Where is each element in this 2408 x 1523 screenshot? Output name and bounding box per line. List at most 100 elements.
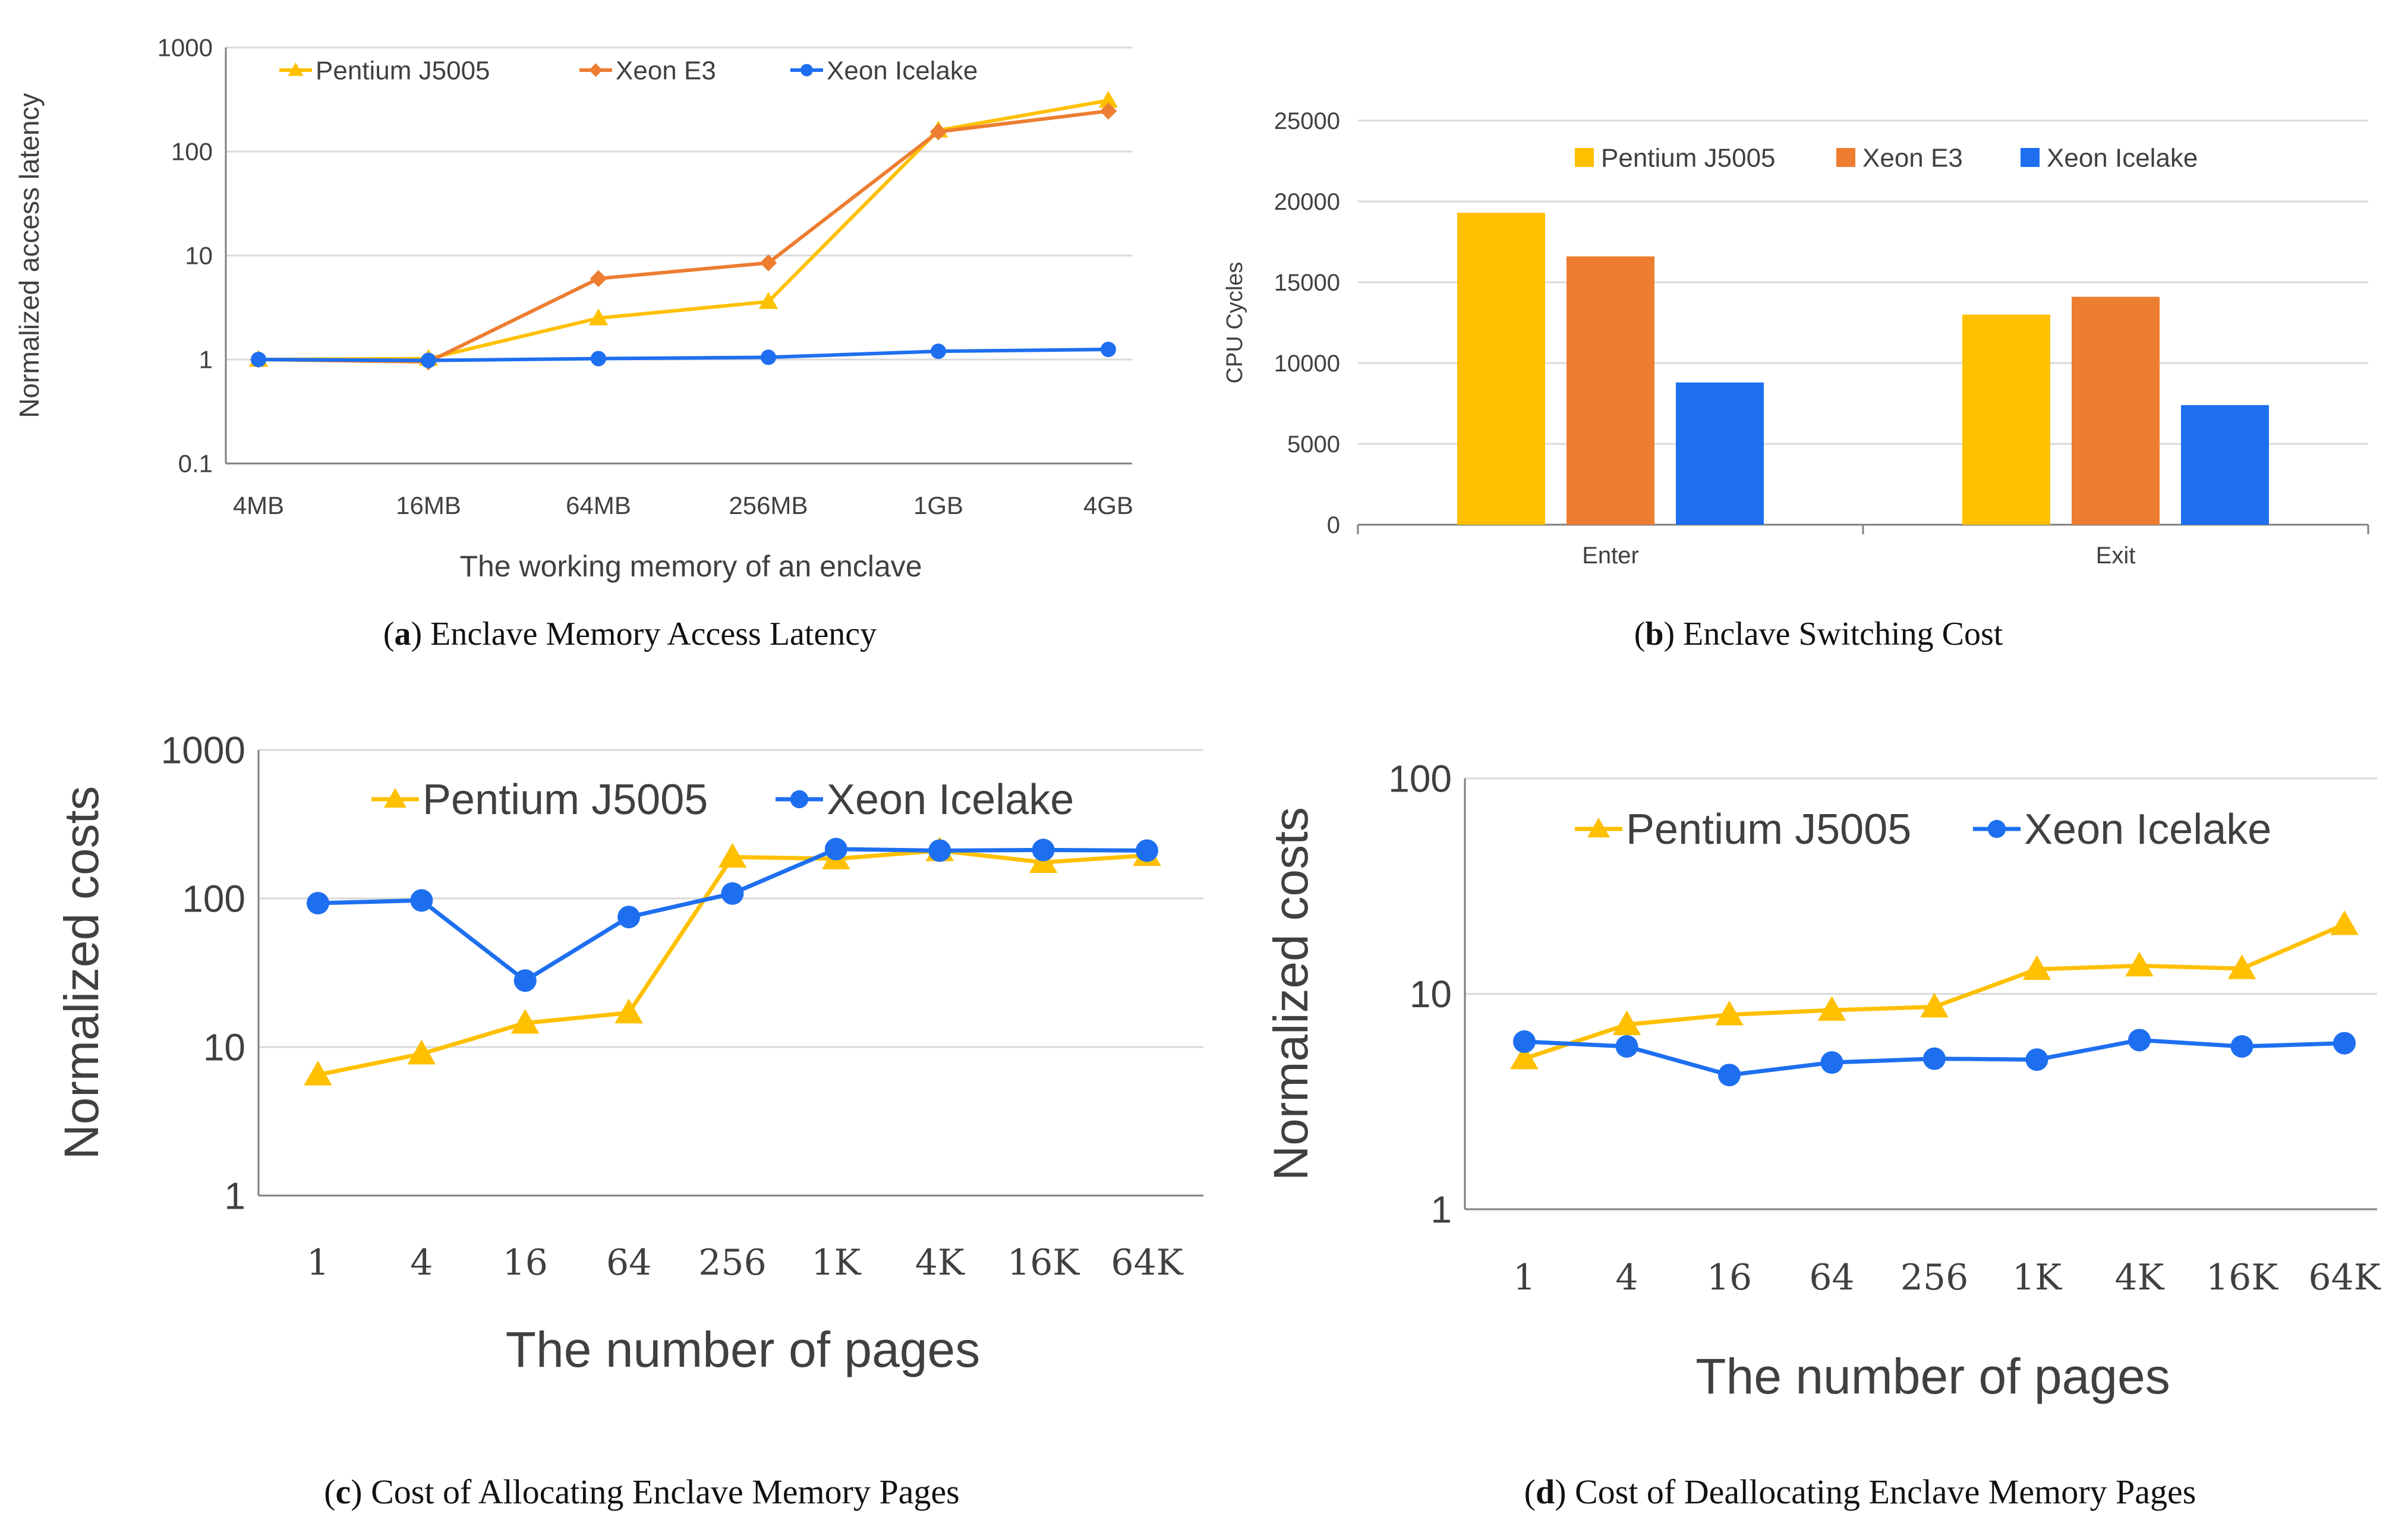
y-tick-label: 10000 — [1274, 351, 1340, 377]
legend-marker — [384, 788, 406, 808]
legend-label: Pentium J5005 — [316, 56, 490, 85]
data-point — [2227, 954, 2256, 979]
legend-label: Pentium J5005 — [1626, 806, 1911, 853]
y-tick-label: 1000 — [157, 34, 213, 62]
y-tick-label: 1 — [1430, 1188, 1452, 1231]
legend-label: Xeon E3 — [1862, 143, 1963, 172]
y-axis-title: CPU Cycles — [1222, 262, 1247, 384]
data-point — [511, 1008, 540, 1034]
y-tick-label: 1 — [224, 1174, 245, 1217]
legend-swatch — [1575, 148, 1594, 167]
bar — [1457, 213, 1545, 525]
data-point — [1820, 1051, 1843, 1074]
data-point — [2125, 951, 2154, 977]
data-point — [1718, 1064, 1741, 1087]
data-point — [614, 998, 643, 1024]
legend-marker — [790, 790, 809, 809]
x-tick-label: 16K — [1007, 1242, 1080, 1284]
y-tick-label: 100 — [182, 877, 245, 920]
panel-caption: (a) Enclave Memory Access Latency — [383, 616, 877, 652]
legend-swatch — [1836, 148, 1855, 167]
x-tick-label: 64 — [1809, 1257, 1854, 1298]
data-point — [590, 270, 607, 288]
legend-swatch — [2021, 148, 2040, 167]
series-line — [1523, 922, 2346, 1061]
x-tick-label: 16 — [1707, 1257, 1752, 1298]
x-tick-label: 4K — [915, 1242, 965, 1284]
y-tick-label: 20000 — [1274, 189, 1340, 215]
data-point — [928, 839, 951, 862]
data-point — [1136, 839, 1158, 862]
series-line — [317, 847, 1148, 983]
data-point — [304, 1061, 332, 1086]
x-tick-label: 4 — [1615, 1257, 1638, 1298]
y-tick-label: 0 — [1327, 512, 1340, 538]
data-point — [410, 889, 433, 912]
x-tick-label: 256 — [1900, 1257, 1969, 1298]
panel-caption: (d) Cost of Deallocating Enclave Memory … — [1524, 1472, 2196, 1511]
x-tick-label: 1GB — [913, 491, 963, 519]
y-tick-label: 5000 — [1287, 431, 1340, 458]
data-point — [2022, 955, 2051, 980]
legend-label: Xeon Icelake — [2024, 806, 2271, 853]
series-line — [258, 109, 1109, 364]
y-tick-label: 10 — [203, 1026, 245, 1068]
bar — [1962, 314, 2050, 525]
y-tick-label: 0.1 — [178, 450, 213, 478]
data-point — [929, 123, 947, 140]
y-tick-label: 100 — [1388, 757, 1452, 800]
bar — [2072, 297, 2160, 525]
data-point — [407, 1039, 436, 1065]
legend-label: Xeon Icelake — [2047, 143, 2198, 172]
series-line — [258, 348, 1109, 362]
legend-marker — [589, 63, 603, 77]
y-tick-label: 100 — [171, 138, 213, 166]
y-tick-label: 25000 — [1274, 108, 1340, 134]
legend-label: Xeon Icelake — [827, 56, 978, 85]
panel-b-switching-cost-chart: 0 5000 10000 15000 20000 25000 Enter Exit CPU Cy… — [1222, 108, 2369, 652]
data-point — [1099, 102, 1117, 120]
x-tick-label: 4 — [410, 1242, 433, 1284]
panel-caption: (c) Cost of Allocating Enclave Memory Pa… — [324, 1472, 960, 1511]
legend-label: Pentium J5005 — [1601, 143, 1776, 172]
legend-marker — [1587, 818, 1610, 838]
data-point — [1923, 1047, 1946, 1070]
x-tick-label: 64K — [2308, 1257, 2381, 1298]
data-point — [513, 969, 537, 992]
data-point — [2025, 1048, 2048, 1071]
data-point — [1920, 992, 1949, 1018]
bar — [1567, 256, 1654, 525]
data-point — [1817, 996, 1846, 1021]
x-axis-title: The number of pages — [1695, 1348, 2170, 1404]
data-point — [2230, 1035, 2253, 1058]
x-tick-label: 64K — [1111, 1242, 1183, 1284]
x-tick-label: 1K — [811, 1242, 861, 1284]
y-tick-label: 10 — [185, 242, 213, 270]
x-tick-label: 4GB — [1083, 491, 1133, 519]
x-tick-label: 16MB — [396, 491, 461, 519]
x-tick-label: 16K — [2206, 1257, 2278, 1298]
data-point — [1615, 1035, 1638, 1058]
y-tick-label: 10 — [1410, 973, 1452, 1016]
panel-c-allocating-cost-chart: 1 10 100 1000 1 4 16 64 256 1K 4K 16K 64K The number … — [55, 729, 1203, 1511]
x-axis-title: The working memory of an enclave — [459, 550, 922, 583]
y-tick-label: 15000 — [1274, 270, 1340, 296]
legend-label: Pentium J5005 — [423, 776, 708, 824]
x-tick-label: 64MB — [566, 491, 631, 519]
data-point — [588, 308, 609, 326]
x-axis-title: The number of pages — [506, 1322, 981, 1377]
y-axis-title: Normalized access latency — [14, 93, 45, 418]
data-point — [2333, 1032, 2356, 1055]
data-point — [718, 843, 747, 868]
data-point — [1032, 838, 1055, 862]
legend-label: Xeon Icelake — [827, 776, 1074, 824]
data-point — [931, 343, 946, 360]
y-tick-label: 1000 — [161, 729, 245, 771]
data-point — [759, 254, 777, 272]
data-point — [2128, 1029, 2151, 1052]
x-tick-label: Enter — [1582, 543, 1639, 569]
legend-marker — [800, 64, 813, 77]
x-tick-label: 256MB — [729, 491, 808, 519]
legend-label: Xeon E3 — [616, 56, 716, 85]
